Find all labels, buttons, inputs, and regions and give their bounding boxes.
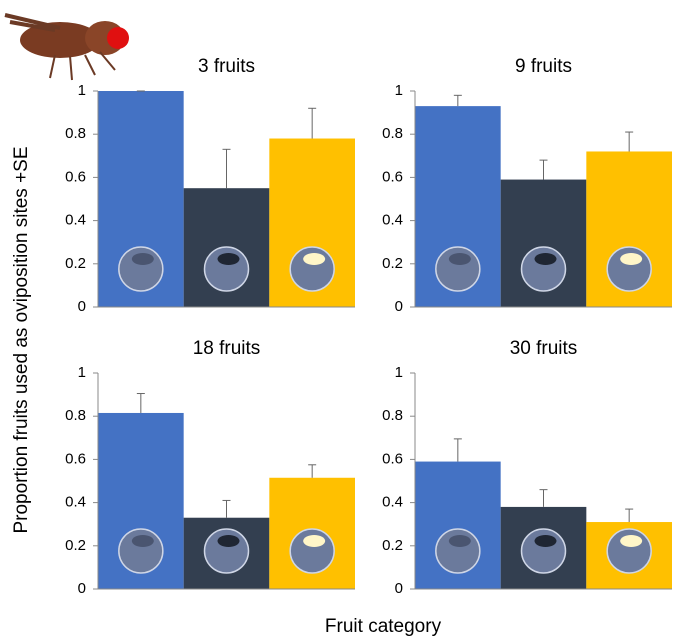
y-tick-label: 0.2 — [65, 255, 86, 272]
panel-title: 18 fruits — [193, 338, 261, 359]
panel-title: 9 fruits — [515, 56, 572, 77]
y-tick-label: 0.6 — [382, 450, 403, 467]
panel-title: 3 fruits — [198, 56, 255, 77]
fly-legs — [49, 51, 116, 81]
fly-body — [20, 22, 100, 58]
panel: 3 fruits 0 0.2 0.4 0.6 0.8 1 — [65, 56, 355, 315]
y-tick-label: 0.4 — [65, 494, 86, 511]
y-tick-label: 0.6 — [382, 168, 403, 185]
y-tick-label: 0 — [395, 580, 403, 597]
x-axis-title: Fruit category — [325, 616, 442, 637]
error-bar — [539, 159, 548, 180]
y-tick-label: 1 — [395, 364, 403, 381]
fly-illustration — [4, 13, 129, 81]
fruit-spot — [534, 253, 557, 265]
error-bar — [308, 107, 317, 139]
panel-title: 30 fruits — [510, 338, 578, 359]
y-tick-label: 0.4 — [65, 212, 86, 229]
fruit-spot — [217, 253, 240, 265]
error-bar — [222, 499, 231, 518]
y-tick-label: 0.8 — [65, 125, 86, 142]
y-tick-label: 0.8 — [382, 125, 403, 142]
y-tick-label: 1 — [78, 82, 86, 99]
panel: 9 fruits 0 0.2 0.4 0.6 0.8 1 — [382, 56, 672, 315]
y-tick-label: 0.8 — [65, 407, 86, 424]
y-tick-label: 0 — [78, 580, 86, 597]
error-bar — [453, 94, 462, 107]
fruit-spot — [534, 535, 557, 547]
y-tick-label: 0 — [78, 298, 86, 315]
y-tick-label: 0.4 — [382, 494, 403, 511]
y-tick-label: 0.2 — [382, 537, 403, 554]
fruit-spot — [620, 535, 643, 547]
fruit-spot — [131, 535, 154, 547]
fly-wing — [4, 13, 61, 32]
y-tick-label: 0.6 — [65, 450, 86, 467]
fruit-spot — [303, 535, 326, 547]
error-bar — [539, 489, 548, 507]
y-tick-label: 0.4 — [382, 212, 403, 229]
error-bar — [222, 148, 231, 189]
y-tick-label: 1 — [395, 82, 403, 99]
y-tick-label: 0.2 — [382, 255, 403, 272]
y-tick-label: 1 — [78, 364, 86, 381]
fruit-spot — [448, 535, 471, 547]
panel: 30 fruits 0 0.2 0.4 0.6 0.8 1 — [382, 338, 672, 597]
fly-eye — [107, 27, 129, 49]
fruit-spot — [448, 253, 471, 265]
y-tick-label: 0 — [395, 298, 403, 315]
error-bar — [625, 508, 634, 523]
fruit-spot — [620, 253, 643, 265]
error-bar — [136, 393, 145, 413]
fruit-spot — [217, 535, 240, 547]
error-bar — [625, 131, 634, 152]
error-bar — [453, 438, 462, 462]
y-tick-label: 0.2 — [65, 537, 86, 554]
panel: 18 fruits 0 0.2 0.4 0.6 0.8 1 — [65, 338, 355, 597]
y-tick-label: 0.8 — [382, 407, 403, 424]
fruit-spot — [303, 253, 326, 265]
y-tick-label: 0.6 — [65, 168, 86, 185]
error-bar — [308, 464, 317, 478]
fruit-spot — [131, 253, 154, 265]
y-axis-title: Proportion fruits used as oviposition si… — [11, 146, 32, 533]
